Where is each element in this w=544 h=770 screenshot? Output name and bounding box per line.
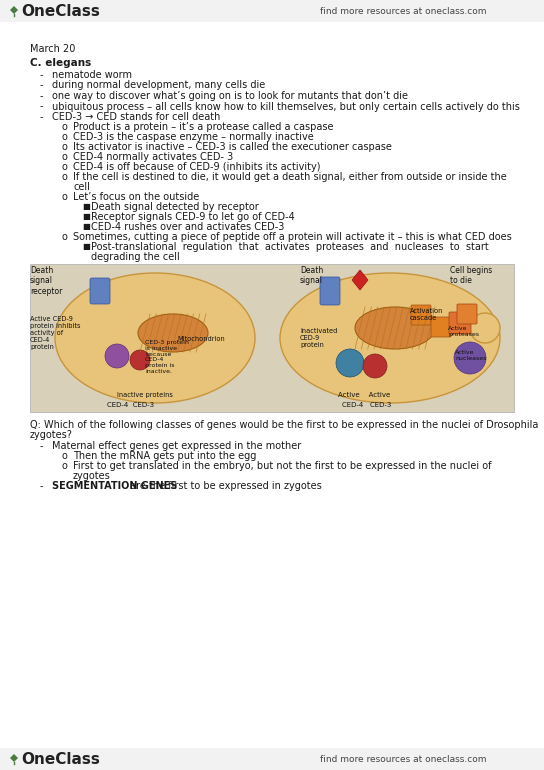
Text: SEGMENTATION GENES: SEGMENTATION GENES bbox=[52, 481, 177, 491]
Text: CED-4 rushes over and activates CED-3: CED-4 rushes over and activates CED-3 bbox=[91, 222, 285, 232]
Text: OneClass: OneClass bbox=[21, 752, 100, 766]
Text: Sometimes, cutting a piece of peptide off a protein will activate it – this is w: Sometimes, cutting a piece of peptide of… bbox=[73, 232, 512, 242]
FancyBboxPatch shape bbox=[431, 317, 451, 337]
Text: o: o bbox=[62, 451, 68, 461]
Text: Post-translational  regulation  that  activates  proteases  and  nucleases  to  : Post-translational regulation that activ… bbox=[91, 242, 489, 252]
Text: Q: Which of the following classes of genes would be the first to be expressed in: Q: Which of the following classes of gen… bbox=[30, 420, 539, 430]
FancyBboxPatch shape bbox=[449, 312, 471, 334]
Text: o: o bbox=[62, 232, 68, 242]
Polygon shape bbox=[10, 754, 18, 762]
Text: o: o bbox=[62, 461, 68, 471]
Text: CED-3 → CED stands for cell death: CED-3 → CED stands for cell death bbox=[52, 112, 220, 122]
Text: Its activator is inactive – CED-3 is called the executioner caspase: Its activator is inactive – CED-3 is cal… bbox=[73, 142, 392, 152]
Text: Death
signal
receptor: Death signal receptor bbox=[30, 266, 63, 296]
Text: find more resources at oneclass.com: find more resources at oneclass.com bbox=[320, 755, 486, 764]
Ellipse shape bbox=[280, 273, 500, 403]
Circle shape bbox=[105, 344, 129, 368]
Circle shape bbox=[336, 349, 364, 377]
Ellipse shape bbox=[355, 307, 435, 349]
Text: -: - bbox=[40, 81, 44, 91]
Text: CED-4  CED-3: CED-4 CED-3 bbox=[107, 402, 154, 408]
Text: CED-4   CED-3: CED-4 CED-3 bbox=[342, 402, 391, 408]
Text: Inactivated
CED-9
protein: Inactivated CED-9 protein bbox=[300, 328, 337, 348]
Text: one way to discover what’s going on is to look for mutants that don’t die: one way to discover what’s going on is t… bbox=[52, 91, 408, 101]
Text: CED-4 normally activates CED- 3: CED-4 normally activates CED- 3 bbox=[73, 152, 233, 162]
FancyBboxPatch shape bbox=[457, 304, 477, 324]
Text: Active
nucleases: Active nucleases bbox=[455, 350, 486, 361]
Text: o: o bbox=[62, 192, 68, 202]
Text: Let’s focus on the outside: Let’s focus on the outside bbox=[73, 192, 199, 202]
Text: o: o bbox=[62, 162, 68, 172]
Text: nematode worm: nematode worm bbox=[52, 70, 132, 80]
Circle shape bbox=[130, 350, 150, 370]
Text: March 20: March 20 bbox=[30, 44, 76, 54]
Ellipse shape bbox=[55, 273, 255, 403]
Text: -: - bbox=[40, 91, 44, 101]
Text: zygotes: zygotes bbox=[73, 471, 111, 481]
Text: o: o bbox=[62, 152, 68, 162]
Text: Maternal effect genes get expressed in the mother: Maternal effect genes get expressed in t… bbox=[52, 441, 301, 451]
Text: Death
signal: Death signal bbox=[300, 266, 323, 286]
Text: Receptor signals CED-9 to let go of CED-4: Receptor signals CED-9 to let go of CED-… bbox=[91, 212, 295, 222]
Text: zygotes?: zygotes? bbox=[30, 430, 73, 440]
Ellipse shape bbox=[138, 314, 208, 352]
Text: o: o bbox=[62, 142, 68, 152]
Text: -: - bbox=[40, 102, 44, 112]
Text: cell: cell bbox=[73, 182, 90, 192]
Text: o: o bbox=[62, 122, 68, 132]
Text: -: - bbox=[40, 70, 44, 80]
Text: Activation
cascade: Activation cascade bbox=[410, 308, 443, 321]
Text: If the cell is destined to die, it would get a death signal, either from outside: If the cell is destined to die, it would… bbox=[73, 172, 507, 182]
Text: degrading the cell: degrading the cell bbox=[91, 252, 180, 262]
Text: Product is a protein – it’s a protease called a caspase: Product is a protein – it’s a protease c… bbox=[73, 122, 333, 132]
FancyBboxPatch shape bbox=[320, 277, 340, 305]
Text: CED-3 protein
is inactive
because
CED-4
protein is
inactive.: CED-3 protein is inactive because CED-4 … bbox=[145, 340, 189, 374]
Text: during normal development, many cells die: during normal development, many cells di… bbox=[52, 81, 265, 91]
Text: find more resources at oneclass.com: find more resources at oneclass.com bbox=[320, 6, 486, 15]
Text: -: - bbox=[40, 112, 44, 122]
Text: are the first to be expressed in zygotes: are the first to be expressed in zygotes bbox=[127, 481, 322, 491]
Circle shape bbox=[363, 354, 387, 378]
Text: o: o bbox=[62, 132, 68, 142]
Bar bbox=[0, 0, 544, 22]
FancyBboxPatch shape bbox=[411, 305, 431, 325]
Text: C. elegans: C. elegans bbox=[30, 58, 91, 68]
Text: Inactive proteins: Inactive proteins bbox=[117, 392, 173, 398]
Text: ■: ■ bbox=[82, 202, 90, 211]
Text: o: o bbox=[62, 172, 68, 182]
Text: ■: ■ bbox=[82, 212, 90, 221]
Text: ubiquitous process – all cells know how to kill themselves, but only certain cel: ubiquitous process – all cells know how … bbox=[52, 102, 520, 112]
Text: -: - bbox=[40, 481, 44, 491]
Text: Death signal detected by receptor: Death signal detected by receptor bbox=[91, 202, 259, 212]
Text: -: - bbox=[40, 441, 44, 451]
Text: ■: ■ bbox=[82, 242, 90, 251]
Text: ■: ■ bbox=[82, 222, 90, 231]
Text: Cell begins
to die: Cell begins to die bbox=[450, 266, 492, 286]
Text: Then the mRNA gets put into the egg: Then the mRNA gets put into the egg bbox=[73, 451, 256, 461]
Polygon shape bbox=[10, 6, 18, 14]
Text: Active CED-9
protein inhibits
activity of
CED-4
protein: Active CED-9 protein inhibits activity o… bbox=[30, 316, 81, 350]
FancyBboxPatch shape bbox=[90, 278, 110, 304]
Text: CED-3 is the caspase enzyme – normally inactive: CED-3 is the caspase enzyme – normally i… bbox=[73, 132, 314, 142]
Text: Active
proteases: Active proteases bbox=[448, 326, 479, 336]
Text: CED-4 is off because of CED-9 (inhibits its activity): CED-4 is off because of CED-9 (inhibits … bbox=[73, 162, 320, 172]
Circle shape bbox=[454, 342, 486, 374]
Text: Mitochondrion: Mitochondrion bbox=[177, 336, 225, 342]
Ellipse shape bbox=[470, 313, 500, 343]
Text: First to get translated in the embryo, but not the first to be expressed in the : First to get translated in the embryo, b… bbox=[73, 461, 491, 471]
Bar bbox=[30, 264, 514, 412]
Text: Active    Active: Active Active bbox=[338, 392, 390, 398]
Text: OneClass: OneClass bbox=[21, 4, 100, 18]
Polygon shape bbox=[352, 270, 368, 290]
Bar bbox=[0, 748, 544, 770]
